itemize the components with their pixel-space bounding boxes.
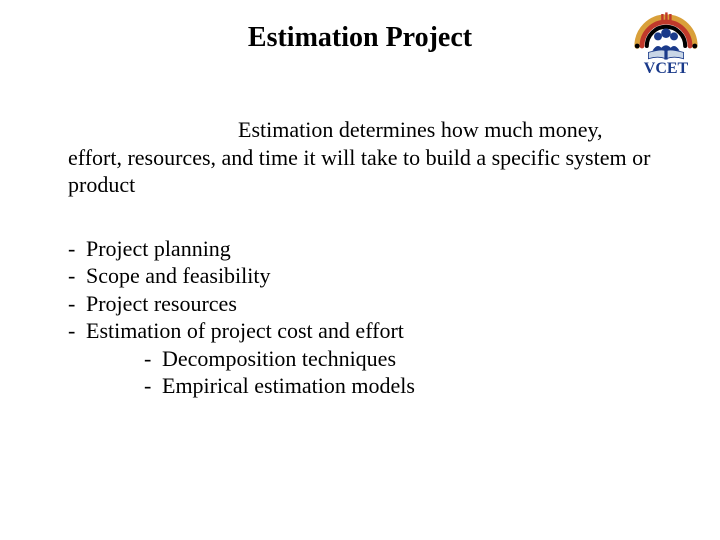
list-item: - Decomposition techniques (68, 345, 658, 373)
dash-icon: - (144, 345, 162, 373)
dash-icon: - (68, 235, 86, 263)
bullet-list: - Project planning - Scope and feasibili… (68, 235, 658, 400)
bullet-text: Scope and feasibility (86, 262, 271, 290)
svg-text:VCET: VCET (644, 60, 689, 77)
list-item: - Scope and feasibility (68, 262, 658, 290)
dash-icon: - (68, 290, 86, 318)
slide-body: Estimation determines how much money, ef… (68, 116, 658, 400)
slide-title: Estimation Project (0, 22, 720, 54)
bullet-text: Empirical estimation models (162, 372, 415, 400)
dash-icon: - (68, 317, 86, 345)
slide: VCET Estimation Project Estimation deter… (0, 0, 720, 540)
bullet-text: Decomposition techniques (162, 345, 396, 373)
bullet-text: Project planning (86, 235, 231, 263)
list-item: - Project resources (68, 290, 658, 318)
dash-icon: - (68, 262, 86, 290)
dash-icon: - (144, 372, 162, 400)
intro-paragraph: Estimation determines how much money, ef… (68, 116, 658, 199)
list-item: - Estimation of project cost and effort (68, 317, 658, 345)
bullet-text: Project resources (86, 290, 237, 318)
bullet-text: Estimation of project cost and effort (86, 317, 404, 345)
list-item: - Project planning (68, 235, 658, 263)
list-item: - Empirical estimation models (68, 372, 658, 400)
